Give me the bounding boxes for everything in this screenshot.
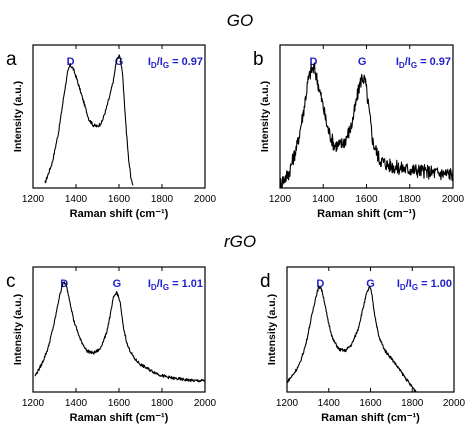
intensity-ratio-label: ID/IG = 0.97: [396, 56, 451, 70]
x-tick-label: 1800: [151, 194, 174, 205]
x-axis-label: Raman shift (cm⁻¹): [70, 412, 169, 424]
x-tick-label: 1400: [312, 194, 335, 205]
x-tick-label: 1600: [108, 194, 131, 205]
panel-d: d 1200 1400 1600 1800 2000 Raman shift (cm⁻¹) I…: [260, 266, 466, 424]
x-tick-label: 1200: [269, 194, 292, 205]
spectrum-line: [44, 54, 134, 186]
x-tick-label: 2000: [442, 194, 465, 205]
y-axis-label: Intensity (a.u.): [259, 81, 271, 152]
x-tick-label: 1800: [399, 194, 422, 205]
peak-label: G: [358, 56, 367, 68]
y-axis-label: Intensity (a.u.): [12, 81, 24, 152]
panel-letter: c: [6, 271, 16, 292]
x-tick-label: 2000: [194, 194, 217, 205]
intensity-ratio-label: ID/IG = 0.97: [148, 56, 203, 70]
section-title-rgo: rGO: [224, 232, 256, 251]
panel-letter: d: [260, 271, 271, 292]
panel-c: c 1200 1400 1600 1800 2000 Raman shift (cm⁻¹) I…: [6, 266, 217, 424]
x-tick-label: 1600: [355, 194, 378, 205]
x-tick-label: 1800: [151, 398, 174, 409]
intensity-ratio-label: ID/IG = 1.01: [148, 278, 203, 292]
x-tick-label: 2000: [194, 398, 217, 409]
x-tick-label: 1400: [65, 398, 88, 409]
x-tick-label: 2000: [443, 398, 466, 409]
x-tick-label: 1600: [108, 398, 131, 409]
peak-label: G: [366, 278, 375, 290]
intensity-ratio-label: ID/IG = 1.00: [397, 278, 452, 292]
spectrum-line: [34, 281, 206, 383]
peak-label: D: [60, 278, 68, 290]
y-axis-label: Intensity (a.u.): [266, 294, 278, 365]
peak-label: G: [115, 56, 124, 68]
spectrum-line: [286, 285, 417, 393]
spectrum-line: [279, 62, 454, 189]
panel-a: a 1200 1400 1600 1800 2000 Raman shift (cm⁻¹) I…: [6, 44, 217, 220]
x-tick-label: 1200: [22, 398, 45, 409]
x-tick-label: 1800: [401, 398, 424, 409]
x-axis-label: Raman shift (cm⁻¹): [317, 208, 416, 220]
x-axis-label: Raman shift (cm⁻¹): [70, 208, 169, 220]
x-tick-label: 1200: [276, 398, 299, 409]
peak-label: D: [310, 56, 318, 68]
x-tick-label: 1400: [318, 398, 341, 409]
section-title-go: GO: [227, 11, 253, 30]
panel-letter: b: [253, 49, 264, 70]
y-axis-label: Intensity (a.u.): [12, 294, 24, 365]
peak-label: D: [316, 278, 324, 290]
x-tick-label: 1600: [359, 398, 382, 409]
x-tick-label: 1400: [65, 194, 88, 205]
x-axis-label: Raman shift (cm⁻¹): [321, 412, 420, 424]
panel-b: b 1200 1400 1600 1800 2000 Raman shift (cm⁻¹) I…: [253, 44, 465, 220]
x-tick-label: 1200: [22, 194, 45, 205]
panel-letter: a: [6, 49, 17, 70]
peak-label: D: [67, 56, 75, 68]
peak-label: G: [113, 278, 122, 290]
